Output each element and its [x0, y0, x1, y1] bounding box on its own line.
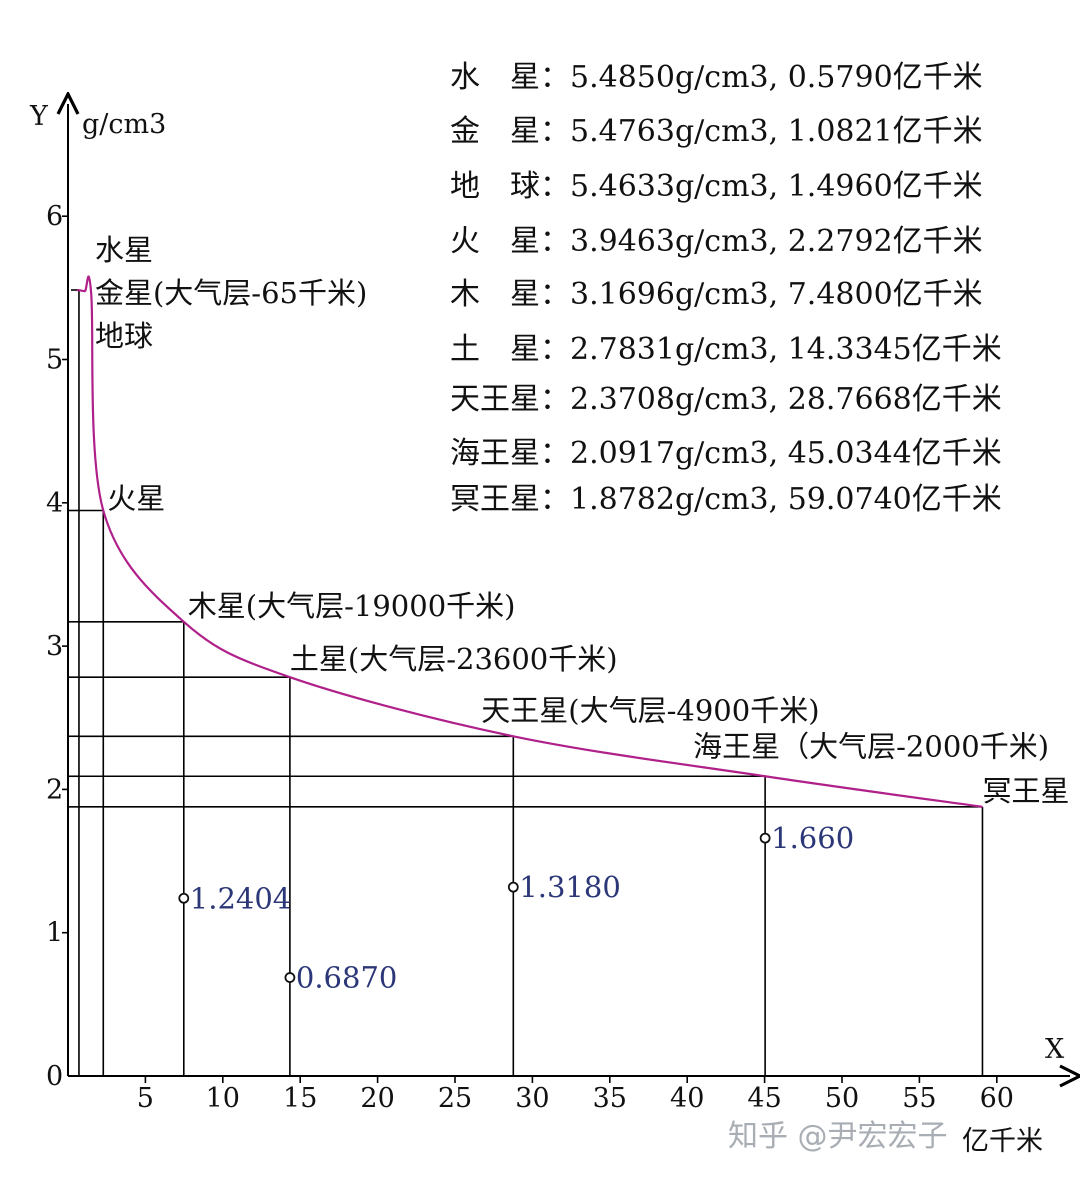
ratio-points: 1.2404 0.6870 1.3180 1.660 [178, 821, 854, 995]
y-tick-label: 5 [46, 345, 63, 376]
ratio-label: 1.3180 [519, 870, 620, 904]
x-tick-label: 15 [283, 1083, 317, 1114]
x-tick-label: 40 [670, 1083, 704, 1114]
legend-line: 海王星：2.0917g/cm3, 45.0344亿千米 [450, 436, 1002, 471]
ratio-label: 0.6870 [296, 961, 397, 995]
y-tick-label: 3 [46, 631, 63, 662]
ratio-point [284, 972, 296, 983]
legend-line: 天王星：2.3708g/cm3, 28.7668亿千米 [450, 382, 1002, 417]
x-tick-label: 60 [980, 1083, 1014, 1114]
legend-line: 木 星：3.1696g/cm3, 7.4800亿千米 [450, 277, 983, 312]
planet-label: 土星(大气层-23600千米) [290, 642, 618, 676]
y-tick-label: 4 [46, 488, 63, 519]
x-tick-label: 45 [747, 1083, 781, 1114]
ratio-label: 1.660 [771, 821, 854, 855]
planet-label: 金星(大气层-65千米) [95, 276, 367, 310]
ratio-point [759, 832, 771, 844]
legend-line: 火 星：3.9463g/cm3, 2.2792亿千米 [450, 224, 983, 259]
x-tick-label: 5 [137, 1083, 154, 1114]
planet-label: 地球 [95, 319, 153, 353]
x-axis-letter: X [1045, 1034, 1065, 1065]
axes: Y g/cm3 X 亿千米 [29, 101, 1070, 1157]
x-axis-unit: 亿千米 [962, 1126, 1043, 1157]
legend-line: 金 星：5.4763g/cm3, 1.0821亿千米 [450, 114, 983, 149]
legend-line: 冥王星：1.8782g/cm3, 59.0740亿千米 [450, 482, 1002, 517]
legend-line: 地 球：5.4633g/cm3, 1.4960亿千米 [450, 169, 983, 204]
planet-label: 天王星(大气层-4900千米) [481, 693, 819, 727]
density-curve [76, 275, 983, 808]
ratio-label: 1.2404 [190, 881, 291, 915]
x-ticks: 5 10 15 20 25 30 35 40 45 50 55 60 [137, 1076, 1014, 1114]
planet-label: 木星(大气层-19000千米) [188, 589, 516, 623]
planet-label: 水星 [95, 233, 153, 267]
x-tick-label: 30 [515, 1083, 549, 1114]
y-axis-unit: g/cm3 [82, 109, 166, 140]
x-tick-label: 50 [825, 1083, 859, 1114]
y-tick-label: 6 [46, 201, 63, 232]
planet-label: 火星 [107, 481, 165, 515]
y-axis-letter: Y [29, 101, 49, 132]
planet-guide-lines [68, 289, 984, 1076]
x-tick-label: 25 [438, 1083, 472, 1114]
x-tick-label: 35 [593, 1083, 627, 1114]
watermark: 知乎 @尹宏宏子 [728, 1119, 948, 1154]
legend-line: 土 星：2.7831g/cm3, 14.3345亿千米 [450, 332, 1002, 367]
x-tick-label: 55 [902, 1083, 936, 1114]
planet-label: 海王星（大气层-2000千米) [693, 729, 1049, 763]
y-tick-label: 2 [46, 774, 63, 805]
planet-label: 冥王星 [982, 774, 1069, 808]
y-tick-label: 0 [46, 1061, 63, 1092]
x-tick-label: 10 [206, 1083, 240, 1114]
y-tick-label: 1 [46, 918, 63, 949]
y-ticks: 0 1 2 3 4 5 6 [46, 201, 68, 1092]
ratio-point [507, 881, 519, 893]
legend-line: 水 星：5.4850g/cm3, 0.5790亿千米 [450, 60, 983, 95]
ratio-point [178, 892, 190, 904]
x-tick-label: 20 [360, 1083, 394, 1114]
